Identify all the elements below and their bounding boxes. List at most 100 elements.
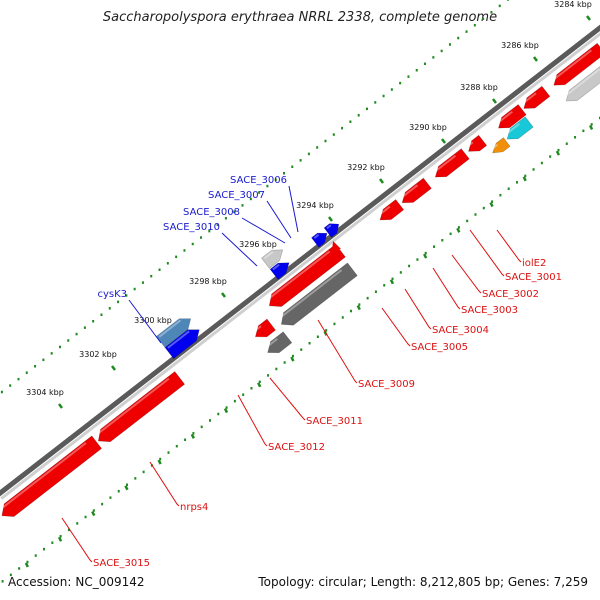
track-dot [83,326,86,329]
gene-label-nrps4: nrps4 [180,502,208,513]
track-dot [350,309,353,313]
track-dot [142,470,145,474]
track-dot [408,264,411,268]
track-dot [224,216,227,220]
gene-sace3001-orange-arrow-gloss [491,143,499,150]
leader-line [149,461,180,507]
track-dot [200,425,203,429]
leader-line [381,307,411,347]
track-dot [258,380,261,384]
track-dot [258,191,261,194]
gene-sace3008-arrow [269,262,290,280]
gene-iole2-arrow [506,116,534,140]
genome-title: Saccharopolyspora erythraea NRRL 2338, c… [102,10,498,25]
leader-line [317,319,358,384]
track-dot [208,229,211,233]
accession-value: NC_009142 [75,575,145,589]
tick-label-kbp: 3284 kbp [554,0,592,9]
leader-line [241,217,286,244]
track-dot [283,361,286,364]
track-dot [25,371,28,374]
track-dot [390,88,393,91]
track-dot [324,139,327,143]
track-dot [241,204,244,207]
track-dot [300,348,303,351]
track-dot [308,341,311,345]
track-dot [565,142,568,145]
inner-major-tick [157,459,162,465]
track-dot [382,94,385,98]
track-dot [482,206,485,210]
track-dot [291,165,294,169]
inner-major-tick [389,279,395,285]
inner-major-tick [223,407,229,414]
gene-label-SACE_3004: SACE_3004 [432,325,489,336]
track-dot [549,155,552,158]
track-dot [365,107,368,111]
inner-major-tick [456,227,461,233]
track-dot [366,296,369,300]
gene-sace3001b-arrow [523,85,551,109]
gene-sace3007-arrow [311,232,328,248]
inner-major-tick [290,356,295,362]
inner-major-tick [257,382,262,388]
inner-major-tick [423,253,428,259]
track-dot [441,238,444,242]
track-dot [433,245,436,248]
track-dot [125,294,128,297]
track-dot [184,438,187,441]
track-dot [216,223,219,226]
major-tick [328,216,333,222]
gene-sace3001a-arrow [498,104,527,129]
gene-nrps4-arrow-gloss [0,442,87,511]
track-dot [242,393,245,396]
gene-label-SACE_3008: SACE_3008 [183,207,240,218]
track-dot [50,352,53,355]
track-dot [175,255,178,259]
gene-label-SACE_3015: SACE_3015 [93,558,150,569]
gene-sace3006-arrow-gloss [326,224,332,230]
gene-nrps4b-arrow [97,371,186,443]
leader-line [237,394,268,447]
track-dot [374,290,377,293]
track-dot [225,406,228,409]
track-dot [159,457,162,461]
leader-line [432,267,461,310]
track-dot [92,509,95,512]
gene-sace3004-arrow-gloss [400,184,419,199]
track-dot [515,181,518,184]
inner-major-tick [555,150,561,156]
gene-label-SACE_3009: SACE_3009 [358,379,415,390]
major-tick [492,98,497,104]
track-dot [175,444,178,448]
tick-label-kbp: 3288 kbp [460,83,498,92]
track-dot [34,554,37,557]
leader-line [496,229,522,263]
track-dot [18,567,21,570]
track-dot [391,277,394,281]
track-dot [9,573,12,577]
leader-line [61,517,93,563]
track-dot [491,200,494,203]
gene-iole2-arrow-gloss [505,123,520,136]
track-dot [183,249,186,252]
track-dot [316,335,319,339]
leader-line [269,377,306,421]
track-dot [582,129,585,133]
major-tick [533,56,538,62]
track-dot [101,502,104,506]
track-dot [299,159,302,162]
gene-sace3007-arrow-gloss [313,233,320,239]
track-dot [507,187,510,191]
inner-major-tick [588,124,594,130]
track-dot [358,303,361,306]
gene-sace3003-arrow [434,148,470,178]
track-dot [58,345,61,349]
track-dot [291,354,294,358]
track-dot [266,184,269,188]
inner-major-tick [24,562,29,568]
track-dot [67,339,70,342]
gene-sace3005-arrow [379,199,405,221]
backbone-shadow [0,32,600,500]
